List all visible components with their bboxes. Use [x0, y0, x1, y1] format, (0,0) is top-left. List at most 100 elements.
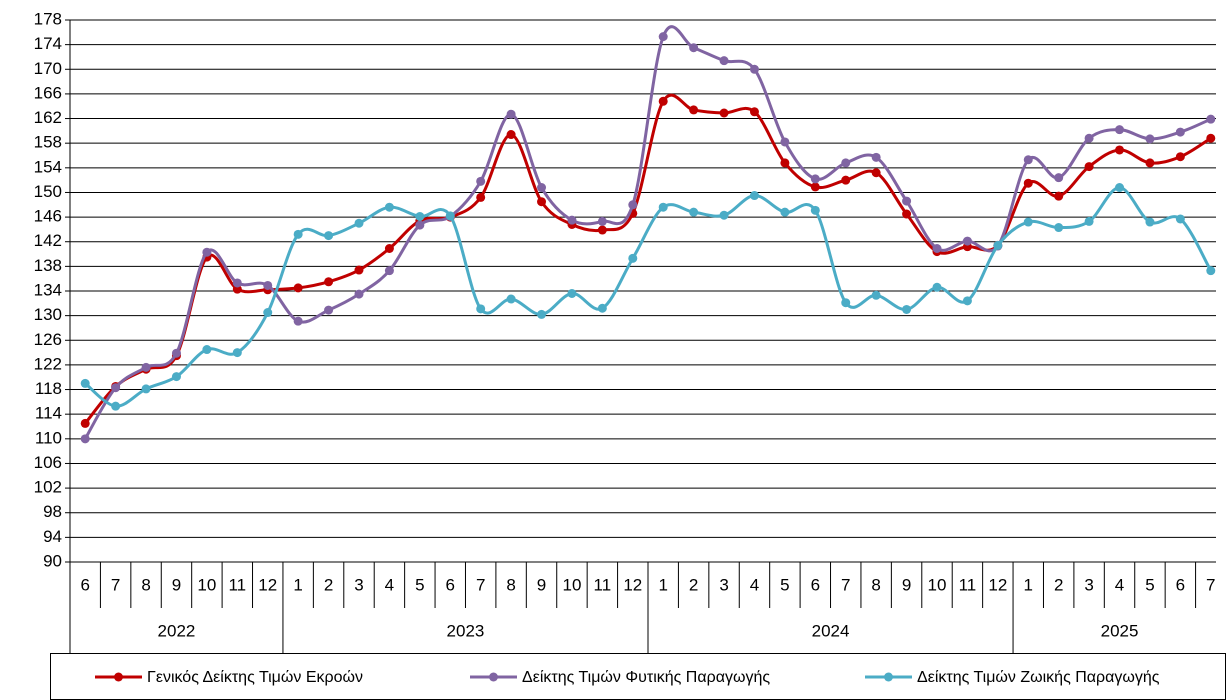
- x-tick-label: 7: [1206, 575, 1215, 594]
- point: [567, 215, 577, 225]
- point: [749, 107, 759, 117]
- x-tick-label: 2: [689, 575, 698, 594]
- x-tick-label: 9: [172, 575, 181, 594]
- point: [354, 289, 364, 299]
- point: [841, 298, 851, 308]
- point: [293, 229, 303, 239]
- point: [476, 304, 486, 314]
- y-tick-label: 150: [34, 182, 62, 201]
- x-tick-label: 1: [1024, 575, 1033, 594]
- x-tick-label: 8: [871, 575, 880, 594]
- y-tick-label: 166: [34, 83, 62, 102]
- x-tick-label: 6: [80, 575, 89, 594]
- y-tick-label: 94: [43, 527, 62, 546]
- point: [902, 196, 912, 206]
- x-tick-label: 11: [594, 575, 612, 594]
- y-tick-label: 142: [34, 231, 62, 250]
- y-tick-label: 158: [34, 133, 62, 152]
- point: [719, 210, 729, 220]
- x-tick-label: 3: [719, 575, 728, 594]
- point: [1023, 178, 1033, 188]
- y-tick-label: 170: [34, 59, 62, 78]
- point: [1023, 155, 1033, 165]
- point: [780, 158, 790, 168]
- point: [324, 231, 334, 241]
- x-tick-label: 9: [537, 575, 546, 594]
- point: [993, 240, 1003, 250]
- point: [689, 207, 699, 217]
- x-tick-label: 3: [354, 575, 363, 594]
- point: [1145, 134, 1155, 144]
- point: [1115, 183, 1125, 193]
- point: [171, 372, 181, 382]
- point: [810, 205, 820, 215]
- point: [597, 303, 607, 313]
- x-tick-label: 8: [506, 575, 515, 594]
- point: [719, 108, 729, 118]
- year-label: 2023: [447, 621, 485, 640]
- point: [628, 200, 638, 210]
- point: [537, 309, 547, 319]
- legend-label: Δείκτης Τιμών Φυτικής Παραγωγής: [522, 669, 770, 686]
- y-tick-label: 110: [35, 428, 62, 447]
- y-tick-label: 130: [34, 305, 62, 324]
- x-tick-label: 3: [1084, 575, 1093, 594]
- point: [1023, 217, 1033, 227]
- x-tick-label: 7: [841, 575, 850, 594]
- point: [537, 183, 547, 193]
- x-tick-label: 7: [111, 575, 120, 594]
- point: [871, 290, 881, 300]
- series-line: [84, 93, 1212, 425]
- point: [202, 247, 212, 257]
- point: [141, 362, 151, 372]
- point: [932, 244, 942, 254]
- x-tick-label: 11: [959, 575, 977, 594]
- x-tick-label: 1: [658, 575, 667, 594]
- point: [263, 308, 273, 318]
- point: [658, 96, 668, 106]
- x-tick-label: 7: [476, 575, 485, 594]
- legend-marker: [489, 672, 498, 682]
- point: [1054, 223, 1064, 233]
- point: [1206, 266, 1216, 276]
- point: [932, 282, 942, 292]
- point: [354, 218, 364, 228]
- point: [1145, 217, 1155, 227]
- point: [232, 348, 242, 358]
- point: [1084, 216, 1094, 226]
- point: [689, 105, 699, 115]
- point: [384, 202, 394, 212]
- point: [749, 64, 759, 74]
- point: [1115, 145, 1125, 155]
- point: [597, 216, 607, 226]
- point: [780, 207, 790, 217]
- x-tick-label: 12: [258, 575, 277, 594]
- y-tick-label: 106: [34, 453, 62, 472]
- point: [719, 56, 729, 66]
- point: [293, 283, 303, 293]
- point: [537, 197, 547, 207]
- x-tick-label: 4: [385, 575, 394, 594]
- point: [506, 130, 516, 140]
- point: [1084, 133, 1094, 143]
- point: [232, 278, 242, 288]
- y-tick-label: 178: [34, 9, 62, 28]
- x-tick-label: 2: [324, 575, 333, 594]
- point: [902, 209, 912, 219]
- series-line: [84, 186, 1213, 408]
- x-tick-label: 12: [988, 575, 1007, 594]
- point: [1145, 158, 1155, 168]
- year-label: 2024: [812, 621, 850, 640]
- point: [689, 43, 699, 53]
- legend-marker: [114, 672, 123, 682]
- point: [80, 418, 90, 428]
- y-tick-label: 154: [34, 157, 62, 176]
- point: [902, 304, 912, 314]
- point: [384, 244, 394, 254]
- legend-label: Γενικός Δείκτης Τιμών Εκροών: [147, 669, 363, 686]
- point: [293, 316, 303, 326]
- y-tick-label: 90: [43, 551, 62, 570]
- point: [962, 296, 972, 306]
- point: [658, 32, 668, 42]
